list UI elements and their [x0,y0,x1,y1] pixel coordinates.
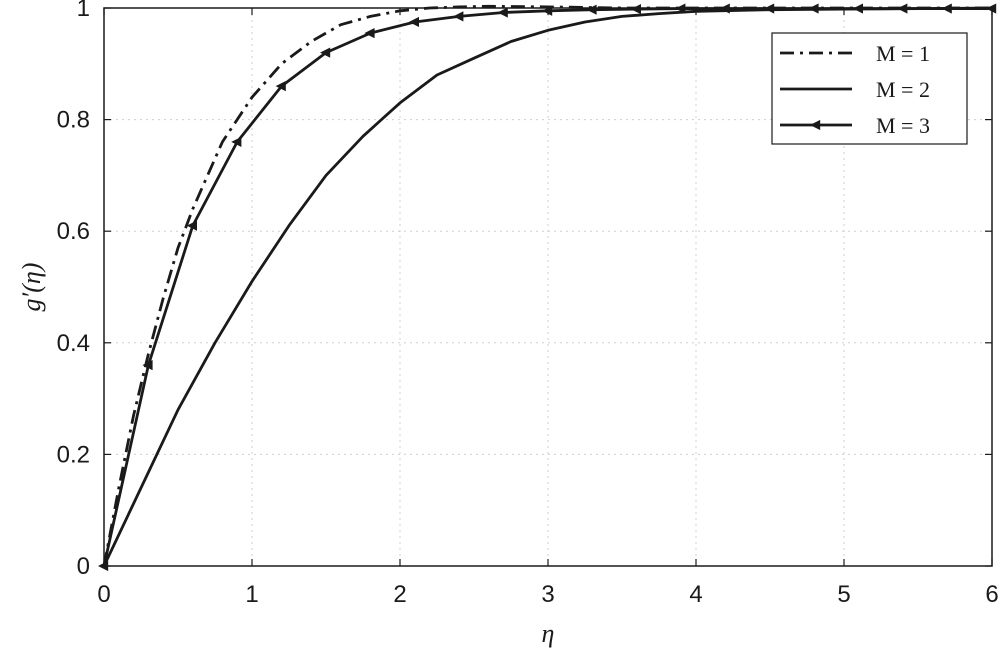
data-point-marker [320,47,331,58]
legend: M = 1 M = 2 M = 3 [771,32,968,145]
data-point-marker [941,3,952,14]
data-point-marker [986,3,997,14]
x-tick-label: 1 [245,581,258,608]
data-point-marker [808,3,819,14]
data-point-marker [408,16,419,28]
y-tick-label: 0.8 [57,107,90,134]
x-axis-ticks: 0 1 2 3 4 5 6 [97,8,999,608]
x-tick-label: 2 [393,581,406,608]
series-line [102,4,992,567]
data-point-marker [897,3,908,14]
data-point-marker [542,5,553,16]
data-point-marker [364,28,375,39]
series-group [98,3,997,572]
data-point-marker [630,4,641,15]
series-2 [102,6,993,567]
data-point-marker [453,11,464,22]
legend-marker-sample [810,119,821,131]
y-tick-label: 0.4 [57,330,90,357]
data-point-marker [586,4,597,15]
data-point-marker [764,3,775,14]
data-point-marker [98,560,109,572]
x-tick-label: 3 [541,581,554,608]
y-tick-label: 0.6 [57,218,90,245]
data-point-marker [675,3,686,14]
x-tick-label: 5 [837,581,850,608]
data-point-marker [719,3,730,14]
series-3 [98,3,997,572]
x-tick-label: 4 [689,581,702,608]
y-axis-label: g′(η) [17,263,46,312]
y-axis-ticks: 0 0.2 0.4 0.6 0.8 1 [57,0,992,580]
x-tick-label: 0 [97,581,110,608]
data-point-marker [186,220,197,231]
series-line [102,6,993,567]
data-point-marker [231,136,242,148]
x-axis-label: η [542,619,555,648]
series-1 [102,4,992,567]
legend-label: M = 1 [876,41,930,66]
data-point-marker [497,7,508,18]
legend-label: M = 2 [876,77,930,102]
y-tick-label: 0 [77,553,90,580]
x-tick-label: 6 [985,581,998,608]
data-point-marker [142,360,153,371]
y-tick-label: 1 [77,0,90,22]
data-point-marker [852,3,863,14]
legend-label: M = 3 [876,113,930,138]
data-point-marker [275,81,286,92]
y-tick-label: 0.2 [57,441,90,468]
